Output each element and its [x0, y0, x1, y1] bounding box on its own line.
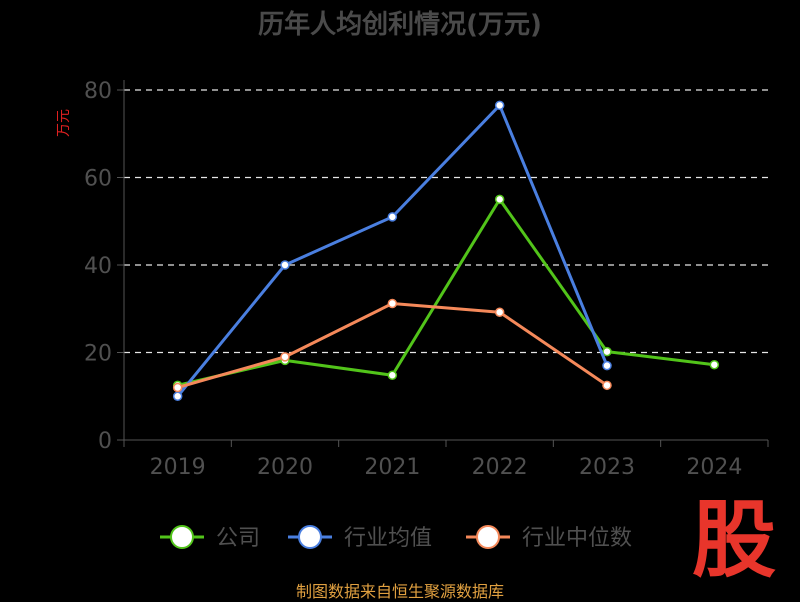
- y-tick-label: 60: [84, 167, 112, 192]
- data-point: [387, 370, 398, 380]
- data-point: [494, 307, 505, 317]
- series-line: [177, 197, 715, 387]
- x-tick-label: 2021: [364, 455, 420, 480]
- x-tick-label: 2020: [257, 455, 313, 480]
- data-point: [494, 194, 505, 205]
- data-point: [280, 260, 290, 270]
- legend-item-2[interactable]: 行业均值: [288, 525, 432, 551]
- series-layer: [172, 100, 720, 401]
- y-tick-label: 20: [84, 342, 112, 367]
- data-point: [602, 346, 612, 357]
- series-1: [172, 194, 720, 391]
- data-point: [387, 212, 398, 222]
- data-point: [387, 298, 398, 309]
- legend[interactable]: 公司 行业均值 行业中位数: [160, 525, 632, 551]
- legend-marker: [170, 525, 194, 549]
- data-point: [172, 382, 183, 393]
- data-point: [602, 380, 612, 391]
- legend-label: 公司: [216, 526, 260, 551]
- legend-item-1[interactable]: 公司: [160, 525, 260, 551]
- grid-lines: [124, 89, 768, 354]
- legend-marker: [298, 525, 322, 549]
- data-point: [280, 352, 290, 362]
- data-source-note: 制图数据来自恒生聚源数据库: [295, 582, 504, 601]
- x-tick-label: 2022: [472, 455, 528, 480]
- series-3: [172, 298, 612, 393]
- legend-item-3[interactable]: 行业中位数: [466, 525, 632, 551]
- series-2: [172, 100, 612, 401]
- legend-marker: [476, 525, 500, 549]
- data-point: [494, 100, 505, 111]
- legend-label: 行业中位数: [522, 526, 632, 551]
- data-point: [709, 360, 720, 370]
- x-tick-label: 2023: [579, 455, 635, 480]
- data-point: [602, 360, 612, 371]
- axes: 0 20 40 60 80 万元 2019 2020 2021 2022 2023 2024: [56, 79, 769, 480]
- legend-label: 行业均值: [344, 526, 432, 551]
- x-tick-label: 2024: [686, 455, 742, 480]
- y-tick-label: 80: [84, 79, 112, 104]
- x-tick-label: 2019: [150, 455, 206, 480]
- y-tick-label: 40: [84, 254, 112, 279]
- y-axis-label: 万元: [56, 109, 72, 137]
- chart-title: 历年人均创利情况(万元): [258, 10, 542, 40]
- y-tick-label: 0: [98, 429, 112, 454]
- data-point: [172, 391, 183, 401]
- brand-logo: 股: [692, 490, 777, 589]
